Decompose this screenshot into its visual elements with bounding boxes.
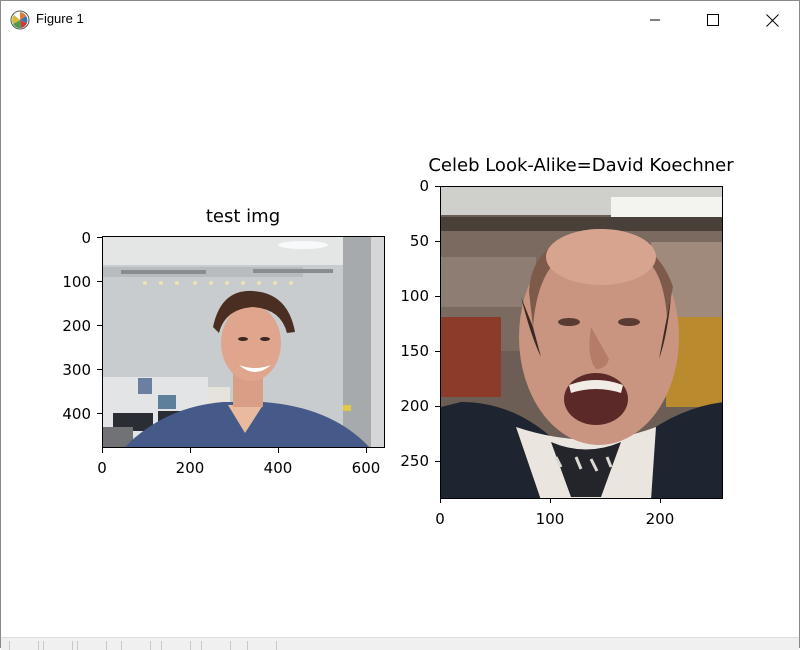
right-x-tick-label: 0 [435,510,445,528]
right-y-tick-label: 50 [409,232,429,250]
left-x-tick-label: 0 [97,459,107,477]
right-y-tick-label: 100 [400,287,429,305]
matplotlib-icon [10,10,30,30]
right-axes-title: Celeb Look-Alike=David Koechner [428,155,734,176]
zoom-button[interactable] [161,641,191,650]
left-x-tick-label: 600 [351,459,381,477]
pan-button[interactable] [121,641,151,650]
minimize-button[interactable] [632,1,678,39]
navigation-toolbar [1,637,799,650]
celebrity-image [440,186,723,499]
right-x-tick-label: 100 [535,510,565,528]
save-button[interactable] [247,641,277,650]
left-axes-title: test img [205,206,281,227]
home-button[interactable] [9,641,39,650]
right-y-tick-label: 200 [400,397,429,415]
left-x-tick-label: 400 [263,459,293,477]
left-y-tick-label: 200 [62,317,91,335]
right-x-tick-label: 200 [645,510,675,528]
configure-button[interactable] [201,641,231,650]
back-button[interactable] [43,641,73,650]
left-y-tick-label: 400 [62,405,91,423]
left-y-tick-label: 100 [62,273,91,291]
window-title: Figure 1 [36,11,84,26]
figure-canvas[interactable]: test img [1,39,799,637]
right-y-tick-label: 250 [400,452,429,470]
left-y-tick-label: 300 [62,361,91,379]
close-button[interactable] [749,1,795,39]
maximize-icon [707,14,719,26]
close-icon [765,13,779,27]
right-y-tick-label: 0 [419,177,429,195]
title-bar: Figure 1 [1,1,799,39]
left-y-tick-label: 0 [81,229,91,247]
test-image [102,236,385,448]
forward-button[interactable] [77,641,107,650]
maximize-button[interactable] [690,1,736,39]
right-y-tick-label: 150 [400,342,429,360]
left-x-tick-label: 200 [175,459,205,477]
minimize-icon [649,14,661,26]
